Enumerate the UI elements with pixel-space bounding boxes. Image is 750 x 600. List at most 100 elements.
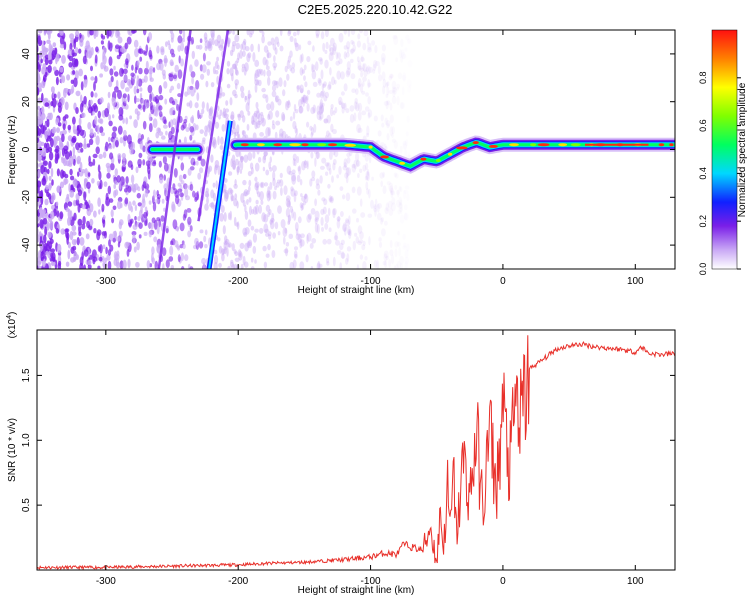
heatmap-noise-cell xyxy=(301,97,305,103)
heatmap-noise-cell xyxy=(254,182,259,191)
heatmap-noise-cell xyxy=(302,96,306,107)
heatmap-noise-cell xyxy=(145,160,151,167)
heatmap-noise-cell xyxy=(265,59,269,67)
heatmap-noise-cell xyxy=(256,68,261,78)
heatmap-noise-cell xyxy=(376,259,380,269)
heatmap-noise-cell xyxy=(299,239,305,247)
heatmap-noise-cell xyxy=(38,207,43,214)
heatmap-noise-cell xyxy=(263,151,269,157)
heatmap-noise-cell xyxy=(336,174,340,179)
heatmap-noise-cell xyxy=(86,143,91,148)
spectrogram-y-axis-label: Frequency (Hz) xyxy=(7,116,18,185)
heatmap-noise-cell xyxy=(269,167,273,172)
heatmap-noise-cell xyxy=(395,57,398,63)
heatmap-noise-cell xyxy=(271,84,277,92)
heatmap-noise-cell xyxy=(332,256,336,267)
spectrogram-y-tick-label: 0 xyxy=(21,146,32,152)
heatmap-noise-cell xyxy=(255,101,259,109)
heatmap-noise-cell xyxy=(61,133,65,143)
heatmap-noise-cell xyxy=(132,200,136,206)
heatmap-noise-cell xyxy=(204,229,208,236)
heatmap-noise-cell xyxy=(134,108,139,115)
heatmap-noise-cell xyxy=(223,191,229,202)
heatmap-noise-cell xyxy=(348,230,352,240)
heatmap-noise-cell xyxy=(46,30,51,35)
heatmap-noise-cell xyxy=(395,86,399,91)
heatmap-noise-cell xyxy=(246,30,250,36)
heatmap-noise-cell xyxy=(263,45,269,53)
heatmap-noise-cell xyxy=(346,253,350,262)
heatmap-noise-cell xyxy=(309,125,313,131)
heatmap-noise-cell xyxy=(386,123,390,129)
heatmap-noise-cell xyxy=(163,162,169,172)
heatmap-noise-cell xyxy=(179,244,184,249)
heatmap-noise-cell xyxy=(365,162,369,171)
heatmap-noise-cell xyxy=(251,115,255,125)
heatmap-noise-cell xyxy=(195,45,200,50)
spectrogram-x-tick-label: -100 xyxy=(361,276,381,287)
heatmap-noise-cell xyxy=(114,140,119,148)
heatmap-noise-cell xyxy=(107,102,111,111)
heatmap-noise-cell xyxy=(54,47,58,56)
heatmap-noise-cell xyxy=(289,261,295,269)
heatmap-noise-cell xyxy=(73,77,78,88)
heatmap-noise-cell xyxy=(47,65,52,73)
heatmap-noise-cell xyxy=(400,102,406,109)
heatmap-noise-cell xyxy=(223,212,227,222)
heatmap-noise-cell xyxy=(344,227,347,236)
heatmap-noise-cell xyxy=(386,133,390,141)
heatmap-noise-cell xyxy=(385,100,389,110)
heatmap-noise-cell xyxy=(240,91,245,99)
heatmap-noise-cell xyxy=(115,44,120,49)
heatmap-noise-cell xyxy=(298,44,302,51)
heatmap-noise-cell xyxy=(319,104,325,114)
spectrogram-x-tick-label: -200 xyxy=(228,276,248,287)
heatmap-noise-cell xyxy=(285,195,291,202)
heatmap-noise-cell xyxy=(311,238,317,244)
heatmap-noise-cell xyxy=(145,44,149,53)
heatmap-noise-cell xyxy=(254,259,257,264)
heatmap-noise-cell xyxy=(381,228,386,237)
heatmap-noise-cell xyxy=(130,218,134,224)
heatmap-noise-cell xyxy=(222,225,226,235)
heatmap-noise-cell xyxy=(323,198,328,206)
heatmap-noise-cell xyxy=(289,205,293,213)
heatmap-noise-cell xyxy=(163,81,168,89)
heatmap-noise-cell xyxy=(301,160,306,171)
heatmap-noise-cell xyxy=(252,245,257,254)
heatmap-noise-cell xyxy=(326,257,330,264)
heatmap-noise-cell xyxy=(75,30,80,38)
heatmap-noise-cell xyxy=(45,243,49,251)
heatmap-noise-cell xyxy=(260,182,264,188)
heatmap-noise-cell xyxy=(287,214,292,222)
heatmap-noise-cell xyxy=(51,260,54,267)
heatmap-noise-cell xyxy=(63,178,67,186)
heatmap-noise-cell xyxy=(114,189,119,196)
heatmap-noise-cell xyxy=(85,233,90,240)
heatmap-noise-cell xyxy=(287,214,291,225)
heatmap-noise-cell xyxy=(180,252,184,262)
heatmap-noise-cell xyxy=(290,188,296,197)
heatmap-noise-cell xyxy=(348,215,351,225)
heatmap-noise-cell xyxy=(330,37,335,47)
heatmap-noise-cell xyxy=(364,153,369,162)
heatmap-noise-cell xyxy=(281,112,285,122)
heatmap-noise-cell xyxy=(310,266,314,269)
heatmap-noise-cell xyxy=(87,172,91,177)
heatmap-noise-cell xyxy=(72,52,77,57)
heatmap-noise-cell xyxy=(381,122,385,128)
heatmap-noise-cell xyxy=(152,104,156,110)
heatmap-noise-cell xyxy=(111,97,117,107)
heatmap-noise-cell xyxy=(366,169,370,176)
heatmap-noise-cell xyxy=(386,100,391,106)
heatmap-noise-cell xyxy=(407,79,412,87)
heatmap-noise-cell xyxy=(180,58,184,67)
heatmap-noise-cell xyxy=(44,130,48,140)
heatmap-noise-cell xyxy=(134,216,137,221)
heatmap-noise-cell xyxy=(169,97,174,104)
heatmap-noise-cell xyxy=(402,143,407,151)
heatmap-noise-cell xyxy=(294,222,299,232)
heatmap-noise-cell xyxy=(112,230,117,238)
heatmap-noise-cell xyxy=(293,192,297,203)
heatmap-noise-cell xyxy=(43,74,47,83)
